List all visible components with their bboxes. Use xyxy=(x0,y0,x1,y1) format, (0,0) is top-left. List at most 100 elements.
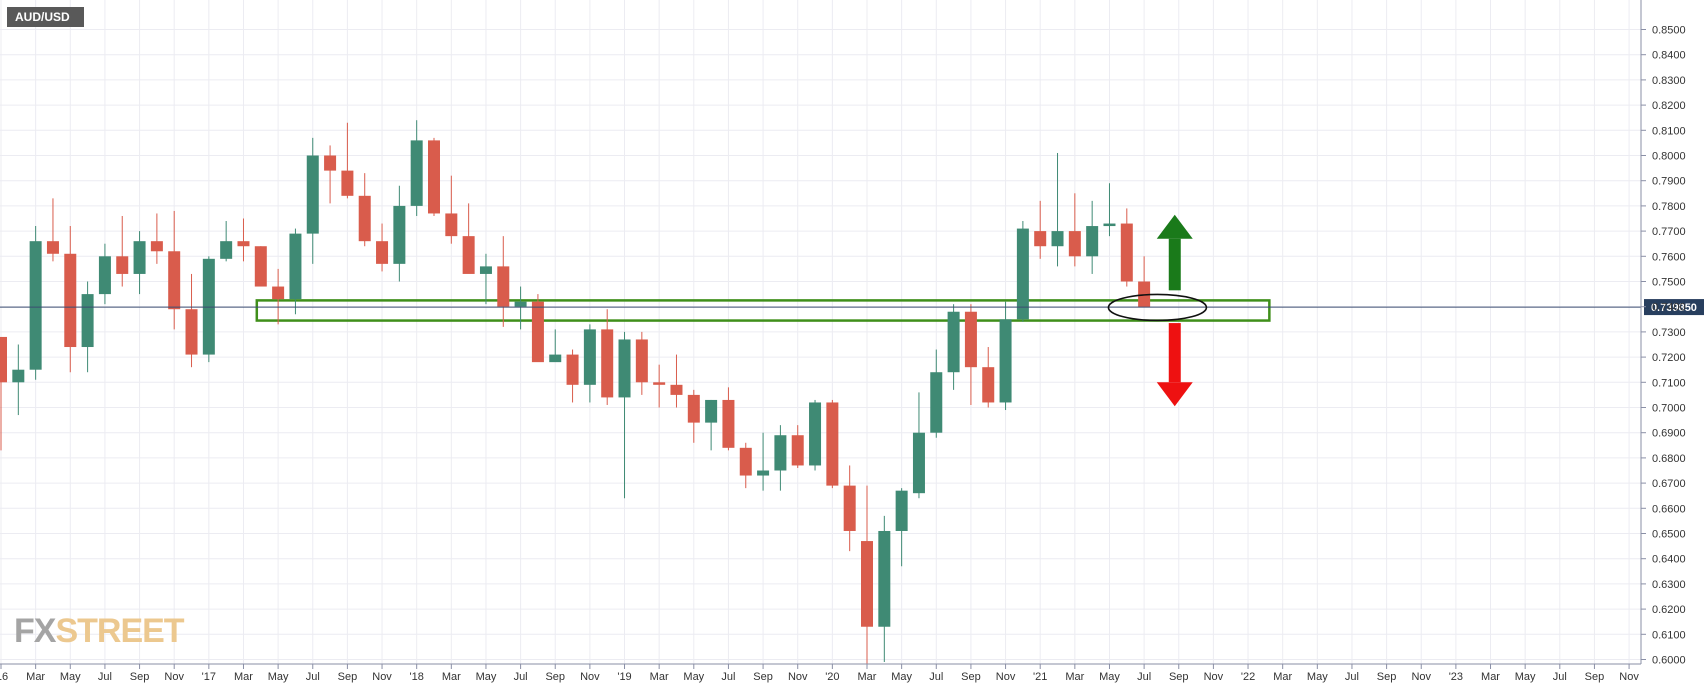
y-tick-label: 0.7700 xyxy=(1652,226,1686,238)
candle-body xyxy=(133,241,146,274)
candle xyxy=(237,218,250,262)
candle-body xyxy=(618,339,631,398)
candle xyxy=(895,488,908,567)
candle xyxy=(930,349,943,438)
candle xyxy=(826,399,839,489)
candle-body xyxy=(687,394,700,423)
annotations: 0.739850 xyxy=(0,214,1704,407)
x-tick-label: '20 xyxy=(825,671,839,683)
x-tick-label: Mar xyxy=(234,671,253,683)
candle-body xyxy=(81,294,94,348)
candle xyxy=(410,120,423,216)
y-tick-label: 0.7800 xyxy=(1652,201,1686,213)
candle-body xyxy=(757,470,770,476)
candle xyxy=(912,392,925,499)
y-tick-label: 0.6000 xyxy=(1652,655,1686,667)
candle xyxy=(947,304,960,390)
x-tick-label: May xyxy=(683,671,704,683)
x-tick-label: Nov xyxy=(1411,671,1431,683)
candle xyxy=(497,236,510,327)
candle-body xyxy=(531,301,544,363)
candle-body xyxy=(445,213,458,237)
annotations-back xyxy=(255,299,1271,322)
arrow-up-head xyxy=(1156,214,1193,239)
candle xyxy=(653,364,666,408)
candle-body xyxy=(46,241,59,254)
x-tick-label: Mar xyxy=(26,671,45,683)
candle xyxy=(29,226,42,380)
x-tick-label: Jul xyxy=(306,671,320,683)
symbol-label: AUD/USD xyxy=(7,7,84,27)
candle xyxy=(809,399,822,471)
candle-body xyxy=(964,311,977,368)
x-tick-label: Sep xyxy=(338,671,358,683)
x-tick-label: Sep xyxy=(130,671,150,683)
candle xyxy=(601,309,614,405)
x-tick-label: Nov xyxy=(580,671,600,683)
candle xyxy=(341,122,354,199)
y-tick-label: 0.7600 xyxy=(1652,251,1686,263)
x-tick-label: May xyxy=(1099,671,1120,683)
arrow-down-shaft xyxy=(1168,323,1181,383)
y-tick-label: 0.8200 xyxy=(1652,100,1686,112)
candle-body xyxy=(237,241,250,247)
candle-body xyxy=(428,140,440,214)
candle-body xyxy=(29,241,42,370)
x-tick-label: May xyxy=(476,671,497,683)
x-tick-label: Sep xyxy=(753,671,773,683)
candle xyxy=(358,173,371,247)
y-tick-label: 0.6600 xyxy=(1652,503,1686,515)
x-tick-label: Sep xyxy=(1169,671,1189,683)
candle-body xyxy=(999,319,1012,403)
grid xyxy=(0,0,1641,664)
candle-body xyxy=(306,155,319,234)
candle xyxy=(1034,200,1047,259)
candle xyxy=(150,213,163,264)
candle xyxy=(583,324,596,403)
x-tick-label: '21 xyxy=(1033,671,1047,683)
candle-body xyxy=(1086,226,1099,257)
candle xyxy=(739,442,752,489)
y-tick-label: 0.6300 xyxy=(1652,579,1686,591)
candle-body xyxy=(358,195,371,242)
candle-body xyxy=(98,256,111,295)
candle xyxy=(376,223,389,272)
candle-body xyxy=(1016,228,1029,320)
candle-body xyxy=(289,233,302,300)
x-tick-label: Nov xyxy=(1619,671,1639,683)
candle xyxy=(428,137,440,216)
x-tick-label: Nov xyxy=(996,671,1016,683)
candle-body xyxy=(150,241,163,252)
candle xyxy=(1068,193,1081,267)
x-tick-label: Jul xyxy=(1137,671,1151,683)
candle-body xyxy=(1068,231,1081,257)
candle xyxy=(722,387,735,451)
candle xyxy=(878,515,891,663)
candle-body xyxy=(116,256,129,274)
candle xyxy=(12,344,25,416)
x-tick-label: '16 xyxy=(0,671,8,683)
x-tick-label: Jul xyxy=(514,671,528,683)
arrow-down-head xyxy=(1156,382,1193,407)
x-tick-label: Nov xyxy=(372,671,392,683)
y-tick-label: 0.7000 xyxy=(1652,403,1686,415)
candle xyxy=(774,425,787,491)
candle xyxy=(324,145,337,204)
candle xyxy=(861,485,873,664)
candle-body xyxy=(185,309,198,355)
x-tick-label: Nov xyxy=(1204,671,1224,683)
logo-fx: FX xyxy=(14,612,56,650)
candle-body xyxy=(220,241,233,259)
x-tick-label: '17 xyxy=(202,671,216,683)
candle-body xyxy=(809,402,822,466)
candle xyxy=(1103,183,1116,237)
candle xyxy=(982,347,995,408)
candle xyxy=(687,389,700,443)
candle xyxy=(635,331,648,395)
candle xyxy=(964,304,977,405)
y-tick-label: 0.7900 xyxy=(1652,176,1686,188)
candle-body xyxy=(878,530,891,627)
x-tick-label: Jul xyxy=(1553,671,1567,683)
candle xyxy=(272,268,285,325)
